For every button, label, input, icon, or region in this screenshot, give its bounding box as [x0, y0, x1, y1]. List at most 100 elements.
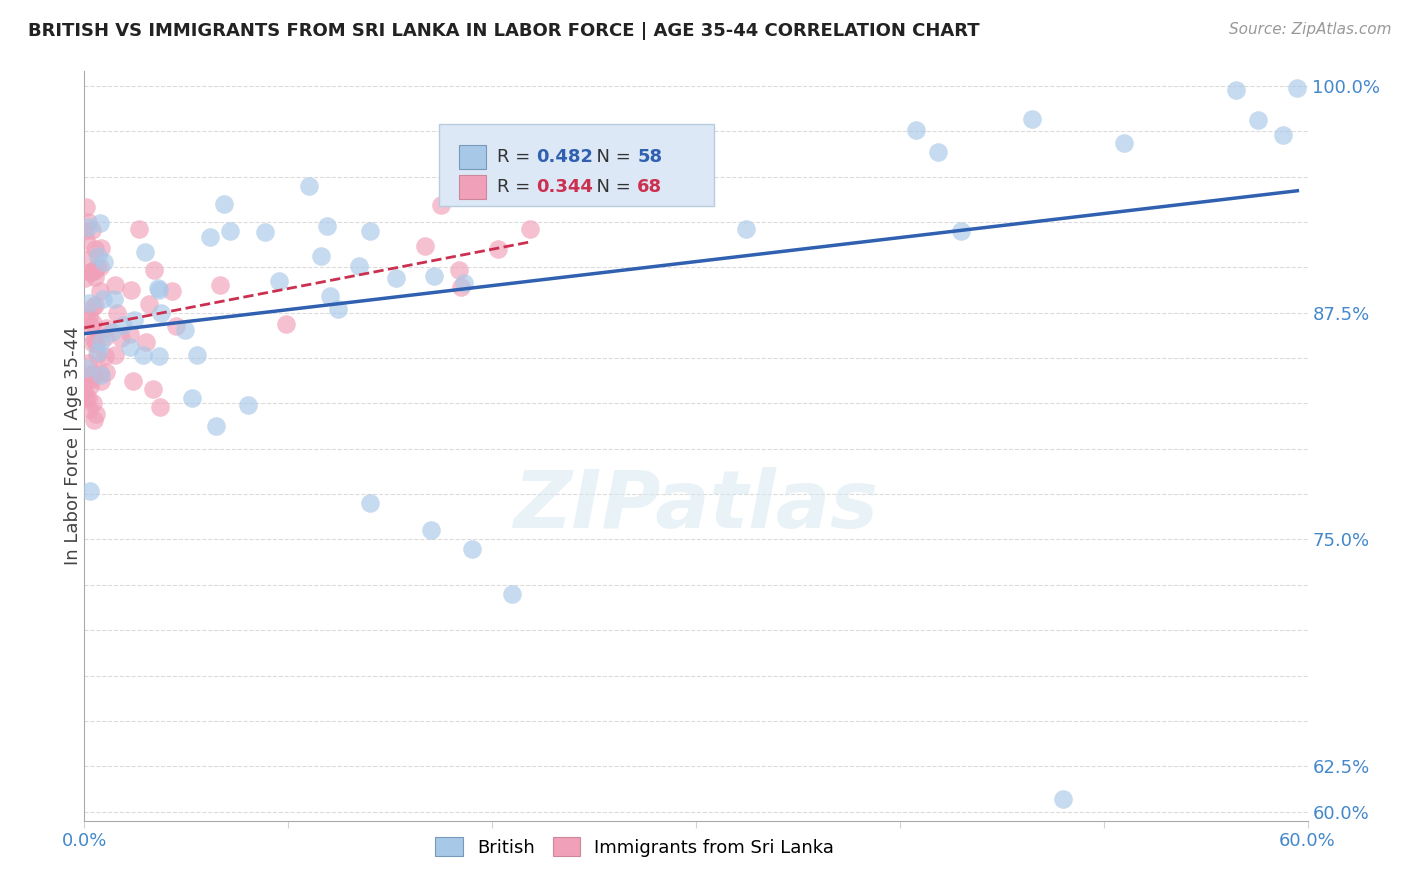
Point	[160, 284, 183, 298]
Point	[173, 323, 195, 337]
Point	[75, 271, 97, 285]
Point	[1271, 128, 1294, 143]
Point	[80, 265, 103, 279]
Point	[103, 292, 125, 306]
Point	[96, 321, 118, 335]
Point	[90, 368, 112, 383]
Point	[83, 242, 105, 256]
Point	[238, 398, 260, 412]
Point	[138, 297, 160, 311]
Point	[86, 348, 108, 362]
Point	[519, 222, 541, 236]
Point	[453, 276, 475, 290]
FancyBboxPatch shape	[458, 145, 485, 169]
Point	[209, 277, 232, 292]
Point	[94, 365, 117, 379]
Point	[1052, 792, 1074, 806]
Point	[735, 222, 758, 236]
Point	[79, 318, 101, 333]
Point	[449, 263, 471, 277]
Point	[120, 283, 142, 297]
Point	[89, 366, 111, 380]
Point	[122, 313, 145, 327]
Point	[219, 224, 242, 238]
Point	[79, 251, 101, 265]
Point	[79, 265, 101, 279]
Text: N =: N =	[585, 148, 636, 166]
Point	[274, 317, 297, 331]
Point	[82, 300, 104, 314]
Point	[76, 391, 98, 405]
Point	[89, 260, 111, 274]
Point	[90, 334, 112, 349]
Point	[146, 281, 169, 295]
Point	[89, 284, 111, 298]
Point	[148, 283, 170, 297]
Point	[298, 178, 321, 193]
Point	[384, 271, 406, 285]
Point	[84, 297, 107, 311]
Point	[80, 372, 103, 386]
Y-axis label: In Labor Force | Age 35-44: In Labor Force | Age 35-44	[65, 326, 82, 566]
Point	[180, 391, 202, 405]
Point	[347, 259, 370, 273]
Point	[90, 374, 112, 388]
Text: Source: ZipAtlas.com: Source: ZipAtlas.com	[1229, 22, 1392, 37]
Point	[83, 263, 105, 277]
Point	[77, 310, 100, 325]
Point	[1021, 112, 1043, 126]
Point	[75, 200, 97, 214]
Point	[118, 327, 141, 342]
Text: 68: 68	[637, 178, 662, 195]
Point	[413, 239, 436, 253]
Text: R =: R =	[496, 148, 536, 166]
Point	[1286, 80, 1309, 95]
Point	[82, 335, 104, 350]
Point	[93, 255, 115, 269]
Point	[110, 331, 132, 345]
Point	[83, 332, 105, 346]
Point	[94, 330, 117, 344]
Point	[142, 263, 165, 277]
Point	[315, 219, 337, 233]
Point	[121, 374, 143, 388]
Point	[77, 369, 100, 384]
Point	[450, 280, 472, 294]
Text: R =: R =	[496, 178, 536, 195]
Point	[132, 348, 155, 362]
Text: 0.344: 0.344	[536, 178, 592, 195]
Point	[950, 224, 973, 238]
Text: N =: N =	[585, 178, 636, 195]
Point	[75, 391, 97, 405]
Point	[927, 145, 949, 159]
Point	[134, 244, 156, 259]
Point	[77, 295, 100, 310]
Point	[105, 306, 128, 320]
Point	[77, 215, 100, 229]
Legend: British, Immigrants from Sri Lanka: British, Immigrants from Sri Lanka	[429, 830, 841, 864]
Point	[86, 336, 108, 351]
Point	[87, 345, 110, 359]
Point	[89, 216, 111, 230]
Point	[82, 316, 104, 330]
FancyBboxPatch shape	[439, 124, 714, 206]
Point	[91, 292, 114, 306]
Point	[422, 268, 444, 283]
Point	[149, 306, 172, 320]
Text: ZIPatlas: ZIPatlas	[513, 467, 879, 545]
Point	[80, 223, 103, 237]
Point	[86, 260, 108, 274]
Point	[905, 123, 928, 137]
Point	[79, 483, 101, 498]
Text: 0.482: 0.482	[536, 148, 593, 166]
Point	[94, 349, 117, 363]
Point	[1247, 113, 1270, 128]
Point	[269, 274, 291, 288]
Point	[212, 197, 235, 211]
Point	[319, 289, 342, 303]
Point	[148, 350, 170, 364]
Point	[359, 496, 381, 510]
Point	[103, 348, 125, 362]
Point	[79, 379, 101, 393]
Point	[120, 340, 142, 354]
